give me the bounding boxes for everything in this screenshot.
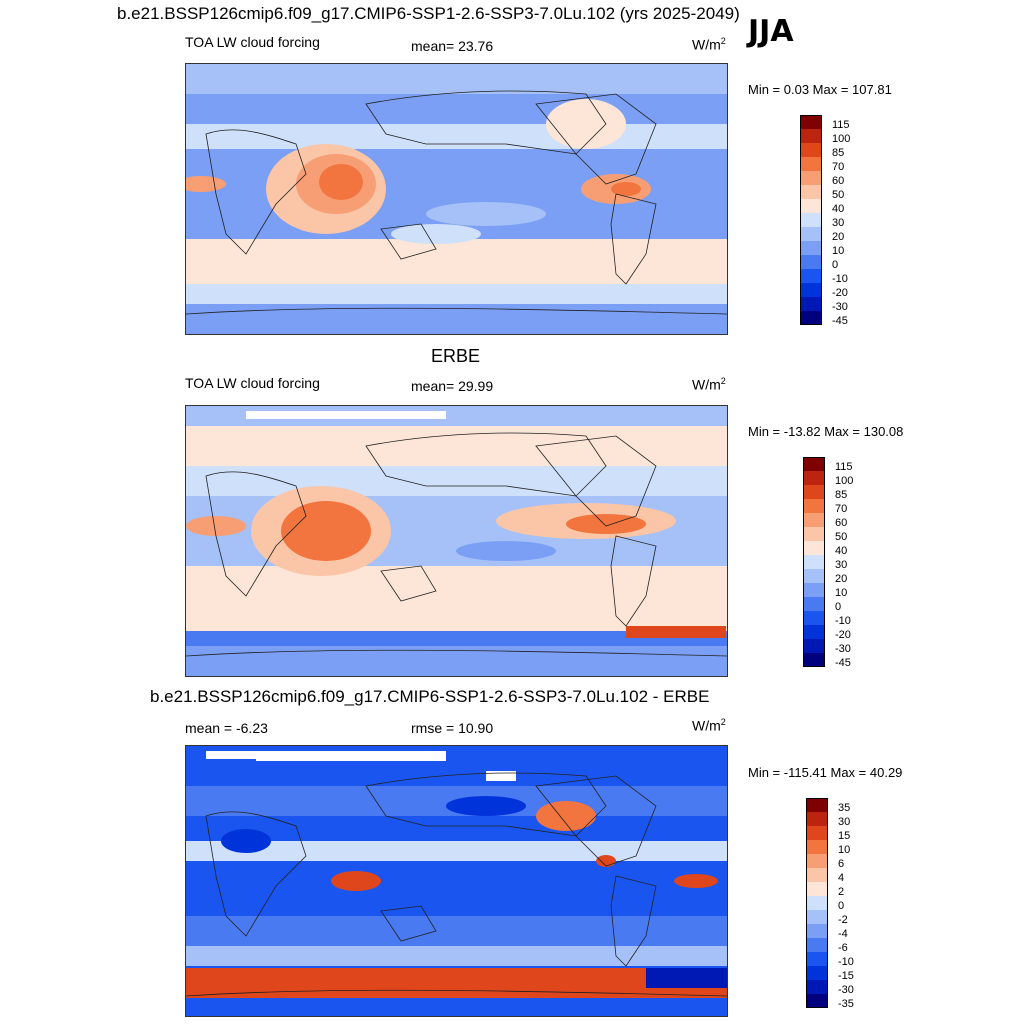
figure-title: b.e21.BSSP126cmip6.f09_g17.CMIP6-SSP1-2.…: [117, 4, 740, 23]
colorbar-tick-label: -45: [835, 657, 851, 669]
colorbar-tick-label: -10: [838, 956, 854, 968]
colorbar-tick-label: 40: [832, 203, 845, 215]
colorbar-tick-label: 70: [832, 161, 845, 173]
colorbar-tick-label: 115: [832, 119, 850, 131]
colorbar-tick-label: 10: [832, 245, 845, 257]
colorbar-tick-label: -10: [832, 273, 848, 285]
colorbar-tick-label: 60: [835, 517, 848, 529]
colorbar-tick-label: 0: [832, 259, 839, 271]
colorbar-tick-label: -45: [832, 315, 848, 327]
colorbar-tick-label: -10: [835, 615, 851, 627]
colorbar-tick-label: 50: [832, 189, 845, 201]
colorbar-tick-label: -20: [835, 629, 851, 641]
colorbar-tick-label: -4: [838, 928, 848, 940]
panel1-units: W/m2: [692, 36, 726, 53]
colorbar-tick-label: -2: [838, 914, 848, 926]
colorbar-tick-label: 15: [838, 830, 851, 842]
colorbar-tick-label: 40: [835, 545, 848, 557]
colorbar-tick-label: 85: [832, 147, 845, 159]
colorbar-tick-label: 60: [832, 175, 845, 187]
panel2-title: ERBE: [431, 346, 481, 366]
panel3-rmse-label: rmse = 10.90: [411, 720, 494, 736]
colorbar-tick-label: 4: [838, 872, 845, 884]
colorbar-tick-label: 85: [835, 489, 848, 501]
panel1-mean-label: mean= 23.76: [411, 38, 494, 54]
season-label: JJA: [748, 14, 794, 49]
panel3-title: b.e21.BSSP126cmip6.f09_g17.CMIP6-SSP1-2.…: [150, 687, 710, 706]
colorbar-tick-label: 2: [838, 886, 845, 898]
colorbar-frame: [803, 457, 825, 667]
panel3-units: W/m2: [692, 717, 726, 734]
colorbar-tick-label: 6: [838, 858, 845, 870]
panel1-map: [185, 63, 728, 335]
colorbar-tick-label: 100: [835, 475, 854, 487]
colorbar-frame: [800, 115, 822, 325]
colorbar-tick-label: 0: [835, 601, 842, 613]
colorbar-tick-label: 10: [838, 844, 851, 856]
colorbar-tick-label: 70: [835, 503, 848, 515]
panel2-units: W/m2: [692, 376, 726, 393]
panel1-variable-label: TOA LW cloud forcing: [185, 34, 320, 50]
panel1-minmax: Min = 0.03 Max = 107.81: [748, 82, 892, 97]
colorbar-tick-label: 20: [835, 573, 848, 585]
colorbar-tick-label: -20: [832, 287, 848, 299]
panel3-map: [185, 745, 728, 1017]
colorbar-frame: [806, 798, 828, 1008]
colorbar-tick-label: -30: [838, 984, 854, 996]
colorbar-tick-label: -15: [838, 970, 854, 982]
colorbar-tick-label: -35: [838, 998, 854, 1010]
panel3-minmax: Min = -115.41 Max = 40.29: [748, 765, 903, 780]
panel3-mean-label: mean = -6.23: [185, 720, 268, 736]
colorbar-tick-label: 100: [832, 133, 851, 145]
colorbar-tick-label: 115: [835, 461, 853, 473]
colorbar-tick-label: 50: [835, 531, 848, 543]
colorbar-tick-label: 30: [835, 559, 848, 571]
colorbar-tick-label: -6: [838, 942, 848, 954]
panel2-variable-label: TOA LW cloud forcing: [185, 375, 320, 391]
colorbar-tick-label: 30: [838, 816, 851, 828]
panel2-minmax: Min = -13.82 Max = 130.08: [748, 424, 904, 439]
colorbar-tick-label: 20: [832, 231, 845, 243]
colorbar-tick-label: 30: [832, 217, 845, 229]
colorbar-tick-label: -30: [835, 643, 851, 655]
panel2-mean-label: mean= 29.99: [411, 378, 494, 394]
panel2-map: [185, 405, 728, 677]
colorbar-tick-label: -30: [832, 301, 848, 313]
colorbar-tick-label: 0: [838, 900, 845, 912]
colorbar-tick-label: 35: [838, 802, 851, 814]
colorbar-tick-label: 10: [835, 587, 848, 599]
